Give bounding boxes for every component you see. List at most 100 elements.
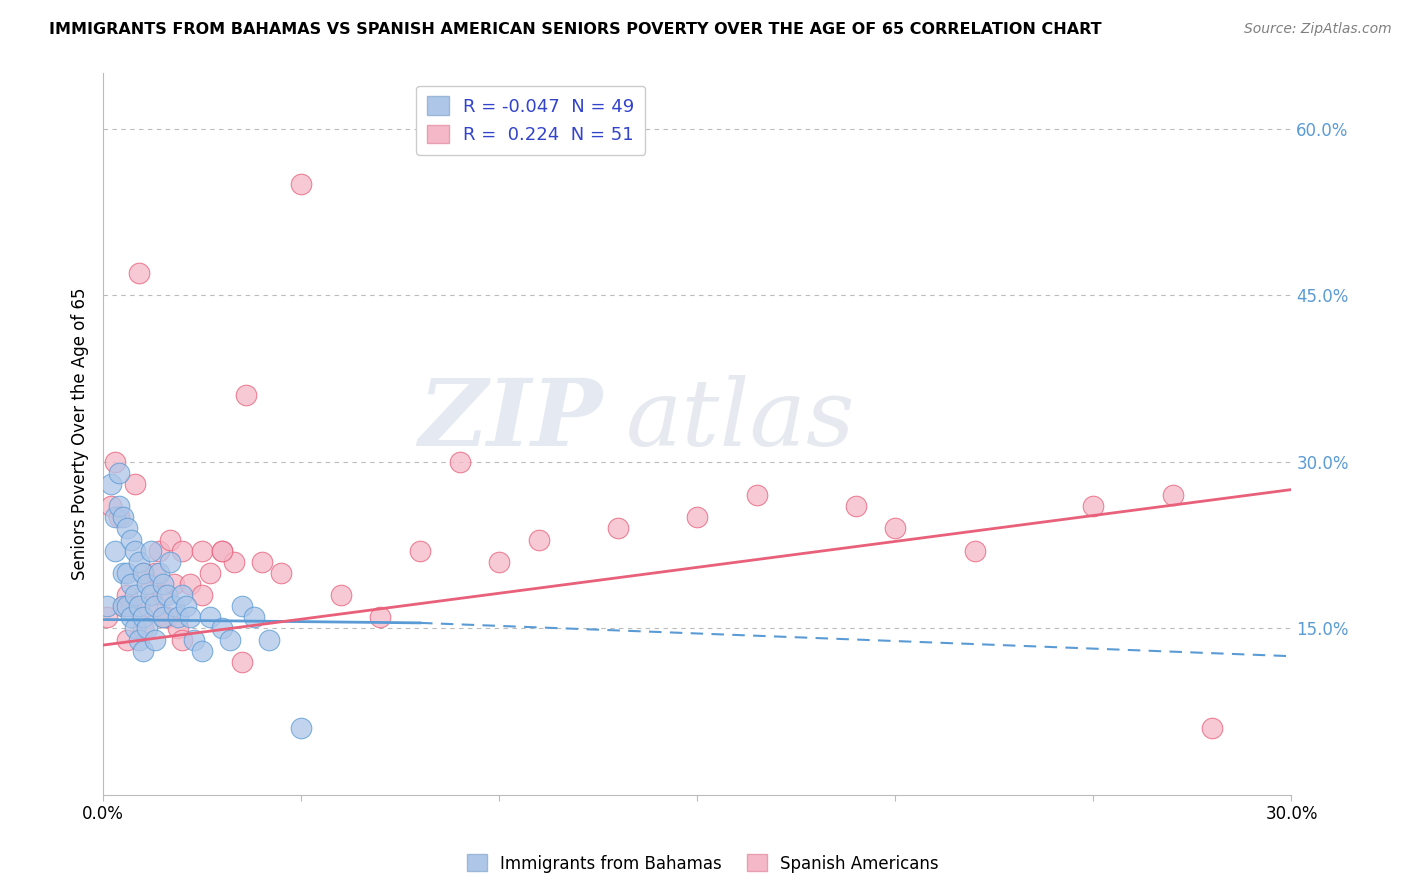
Point xyxy=(148,566,170,580)
Point xyxy=(179,610,201,624)
Point xyxy=(155,610,177,624)
Point xyxy=(155,588,177,602)
Point xyxy=(745,488,768,502)
Point xyxy=(963,543,986,558)
Point xyxy=(231,599,253,614)
Point xyxy=(242,610,264,624)
Point xyxy=(96,610,118,624)
Point xyxy=(219,632,242,647)
Point xyxy=(211,543,233,558)
Point xyxy=(115,632,138,647)
Legend: R = -0.047  N = 49, R =  0.224  N = 51: R = -0.047 N = 49, R = 0.224 N = 51 xyxy=(416,86,645,155)
Point xyxy=(143,599,166,614)
Point xyxy=(132,566,155,580)
Point xyxy=(290,177,312,191)
Point xyxy=(1201,722,1223,736)
Point xyxy=(1083,500,1105,514)
Point xyxy=(124,588,146,602)
Point xyxy=(115,521,138,535)
Point xyxy=(191,543,214,558)
Point xyxy=(132,622,155,636)
Point xyxy=(409,543,432,558)
Point xyxy=(179,577,201,591)
Point xyxy=(115,588,138,602)
Point xyxy=(172,543,194,558)
Point xyxy=(183,632,205,647)
Point xyxy=(124,477,146,491)
Point xyxy=(120,599,142,614)
Point xyxy=(148,543,170,558)
Text: Source: ZipAtlas.com: Source: ZipAtlas.com xyxy=(1244,22,1392,37)
Point xyxy=(270,566,292,580)
Point xyxy=(108,500,131,514)
Point xyxy=(607,521,630,535)
Point xyxy=(290,722,312,736)
Point xyxy=(152,577,174,591)
Point xyxy=(111,599,134,614)
Point xyxy=(128,599,150,614)
Point xyxy=(115,599,138,614)
Text: IMMIGRANTS FROM BAHAMAS VS SPANISH AMERICAN SENIORS POVERTY OVER THE AGE OF 65 C: IMMIGRANTS FROM BAHAMAS VS SPANISH AMERI… xyxy=(49,22,1102,37)
Point xyxy=(176,599,198,614)
Point xyxy=(124,543,146,558)
Point xyxy=(115,566,138,580)
Point xyxy=(167,622,190,636)
Point xyxy=(449,455,471,469)
Point xyxy=(231,655,253,669)
Point xyxy=(124,622,146,636)
Point xyxy=(139,588,162,602)
Y-axis label: Seniors Poverty Over the Age of 65: Seniors Poverty Over the Age of 65 xyxy=(72,288,89,581)
Point xyxy=(686,510,709,524)
Point xyxy=(135,599,157,614)
Point xyxy=(111,566,134,580)
Point xyxy=(128,266,150,280)
Point xyxy=(104,455,127,469)
Point xyxy=(132,566,155,580)
Point xyxy=(128,555,150,569)
Point xyxy=(191,588,214,602)
Text: atlas: atlas xyxy=(626,375,855,465)
Point xyxy=(143,632,166,647)
Point xyxy=(128,632,150,647)
Point xyxy=(222,555,245,569)
Text: ZIP: ZIP xyxy=(418,375,602,465)
Point xyxy=(152,610,174,624)
Point xyxy=(139,577,162,591)
Point xyxy=(235,388,257,402)
Point xyxy=(163,577,186,591)
Point xyxy=(198,610,221,624)
Point xyxy=(108,510,131,524)
Point xyxy=(143,566,166,580)
Point xyxy=(135,577,157,591)
Point xyxy=(120,577,142,591)
Point xyxy=(111,510,134,524)
Point xyxy=(132,610,155,624)
Point xyxy=(152,610,174,624)
Point xyxy=(172,632,194,647)
Point xyxy=(96,599,118,614)
Point xyxy=(132,643,155,657)
Point xyxy=(329,588,352,602)
Point xyxy=(152,588,174,602)
Point xyxy=(884,521,907,535)
Point xyxy=(120,533,142,547)
Point xyxy=(370,610,392,624)
Point xyxy=(104,543,127,558)
Point xyxy=(167,610,190,624)
Point xyxy=(172,588,194,602)
Point xyxy=(159,533,181,547)
Point xyxy=(527,533,550,547)
Point xyxy=(135,622,157,636)
Point xyxy=(250,555,273,569)
Point xyxy=(111,599,134,614)
Point xyxy=(198,566,221,580)
Point xyxy=(120,610,142,624)
Point xyxy=(139,543,162,558)
Point xyxy=(159,555,181,569)
Legend: Immigrants from Bahamas, Spanish Americans: Immigrants from Bahamas, Spanish America… xyxy=(460,847,946,880)
Point xyxy=(108,466,131,480)
Point xyxy=(163,599,186,614)
Point xyxy=(211,543,233,558)
Point xyxy=(191,643,214,657)
Point xyxy=(259,632,281,647)
